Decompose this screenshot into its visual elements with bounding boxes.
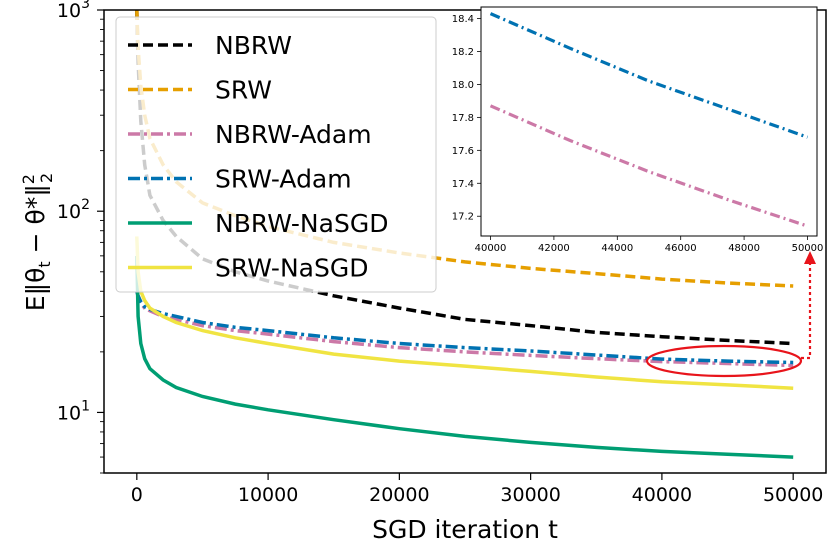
zoom-arrowhead (804, 251, 816, 264)
inset-x-tick-label: 44000 (601, 243, 633, 254)
y-tick-label: 102 (57, 197, 90, 223)
x-tick-label: 50000 (763, 484, 823, 506)
legend-box (115, 16, 437, 293)
inset-x-tick-label: 46000 (665, 243, 697, 254)
legend-label-nbrw-adam: NBRW-Adam (215, 120, 372, 149)
x-tick-label: 20000 (369, 484, 429, 506)
x-tick-label: 30000 (500, 484, 560, 506)
inset-frame (480, 6, 818, 237)
x-tick-label: 10000 (238, 484, 298, 506)
legend: NBRW SRW NBRW-Adam SRW-Adam NBRW-NaSGD SRW-Na… (115, 16, 437, 293)
highlight-ellipse (645, 344, 803, 378)
legend-label-srw: SRW (215, 76, 272, 105)
inset-y-tick-label: 17.8 (452, 113, 474, 124)
x-axis-label: SGD iteration t (372, 515, 558, 544)
y-tick-label: 101 (57, 398, 90, 424)
inset-y-tick-label: 17.2 (452, 212, 474, 223)
inset-y-tick-label: 17.4 (452, 179, 474, 190)
series-line-srw-nasgd (135, 236, 794, 390)
inset-plot: 40000 42000 44000 46000 48000 50000 17.2 17.4 1… (452, 6, 824, 254)
inset-y-tick-label: 18.2 (452, 47, 474, 58)
inset-y-tick-label: 18.0 (452, 80, 474, 91)
inset-x-tick-label: 48000 (728, 243, 760, 254)
inset-series-line-srw-adam (489, 12, 809, 139)
y-axis-label: E‖θt − θ*‖22 (19, 173, 56, 311)
inset-x-tick-label: 42000 (538, 243, 570, 254)
inset-y-tick-label: 18.4 (452, 14, 474, 25)
series-line-nbrw-nasgd (135, 255, 794, 459)
zoom-arrow (801, 263, 812, 360)
inset-y-tick-label: 17.6 (452, 146, 474, 157)
legend-label-srw-nasgd: SRW-NaSGD (215, 254, 368, 283)
inset-x-tick-label: 50000 (792, 243, 824, 254)
plot-frame (103, 9, 827, 474)
x-tick-label: 40000 (632, 484, 692, 506)
inset-plot-area (481, 7, 817, 236)
inset-series-line-nbrw-adam (489, 104, 809, 228)
legend-label-nbrw-nasgd: NBRW-NaSGD (215, 209, 388, 238)
inset-x-tick-label: 40000 (475, 243, 507, 254)
legend-label-nbrw: NBRW (215, 31, 292, 60)
y-tick-label: 103 (57, 0, 90, 22)
series-line-srw-adam (135, 290, 794, 365)
x-tick-label: 0 (131, 484, 143, 506)
legend-label-srw-adam: SRW-Adam (215, 165, 352, 194)
